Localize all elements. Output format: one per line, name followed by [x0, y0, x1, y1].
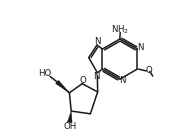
Text: HO: HO [38, 69, 52, 78]
Text: O: O [145, 66, 152, 75]
Text: N: N [119, 76, 126, 85]
Text: N: N [94, 37, 101, 46]
Text: OH: OH [64, 122, 77, 131]
Polygon shape [67, 111, 72, 123]
Text: N: N [137, 43, 143, 52]
Text: O: O [79, 76, 86, 85]
Text: N: N [93, 72, 100, 81]
Text: NH$_2$: NH$_2$ [111, 23, 129, 36]
Polygon shape [56, 80, 69, 93]
